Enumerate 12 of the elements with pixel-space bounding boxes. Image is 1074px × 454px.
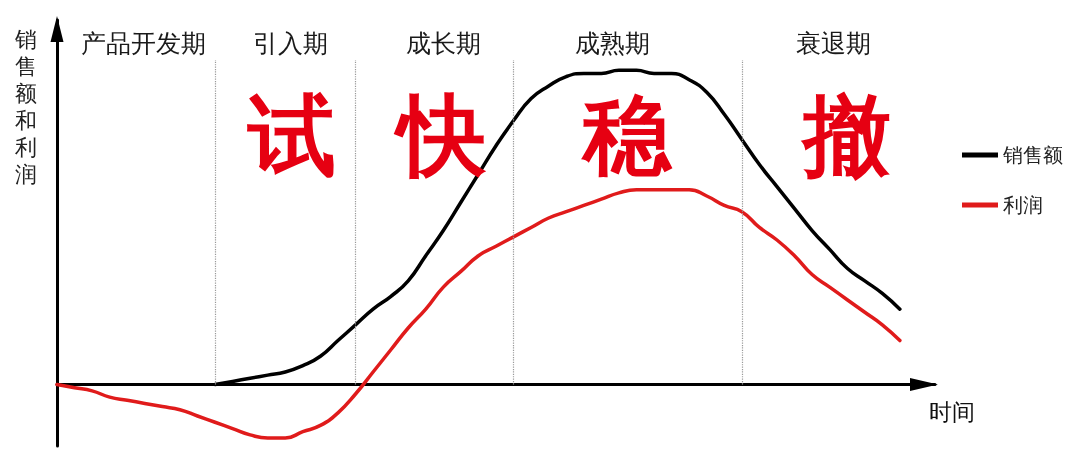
legend-label: 销售额 [1002,143,1063,167]
text: 成长期 [405,28,481,58]
text: 成熟期 [575,28,651,58]
annotation: 试 [248,84,337,187]
y-axis-title: 销售额和利润 [14,26,38,188]
text: 引入期 [253,28,329,58]
text: 衰退期 [795,28,871,58]
legend-label: 利润 [1003,193,1043,217]
x-axis-title: 时间 [929,399,975,426]
annotation: 稳 [582,84,671,187]
annotation: 撤 [803,84,892,187]
text: 产品开发期 [80,28,206,58]
